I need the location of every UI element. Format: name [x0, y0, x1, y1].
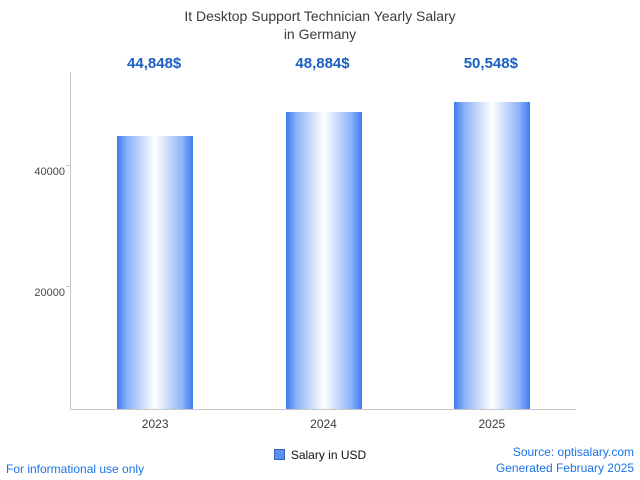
footer-source-block: Source: optisalary.com Generated Februar…: [496, 444, 634, 476]
legend-label: Salary in USD: [290, 448, 367, 462]
legend-marker-icon: [273, 449, 285, 461]
source-link[interactable]: Source: optisalary.com: [512, 445, 634, 459]
y-axis-tick-mark: [66, 164, 71, 166]
value-labels-row: 44,848$ 48,884$ 50,548$: [70, 55, 575, 75]
x-axis-label-2025: 2025: [478, 417, 506, 431]
y-axis-tick-label: 40000: [34, 165, 65, 178]
disclaimer-text: For informational use only: [6, 462, 145, 476]
x-axis-label-2023: 2023: [141, 417, 169, 431]
y-axis-tick-mark: [66, 286, 71, 288]
generated-text: Generated February 2025: [495, 461, 634, 475]
bar-2024: [285, 111, 362, 409]
plot-area: 20000 40000 2023 2024 2025: [34, 72, 576, 431]
x-axis-label-2024: 2024: [310, 417, 337, 431]
value-label-2023: 44,848$: [127, 55, 182, 72]
bar-2025: [453, 101, 530, 409]
bar-2023: [117, 136, 194, 409]
value-label-2024: 48,884$: [295, 55, 350, 72]
y-axis-tick-label: 20000: [34, 287, 65, 300]
legend: Salary in USD: [0, 448, 640, 462]
value-label-2025: 50,548$: [463, 55, 518, 72]
chart-title-line1: It Desktop Support Technician Yearly Sal…: [184, 8, 456, 24]
chart-title-line2: in Germany: [283, 26, 357, 42]
chart-title: It Desktop Support Technician Yearly Sal…: [0, 7, 640, 43]
